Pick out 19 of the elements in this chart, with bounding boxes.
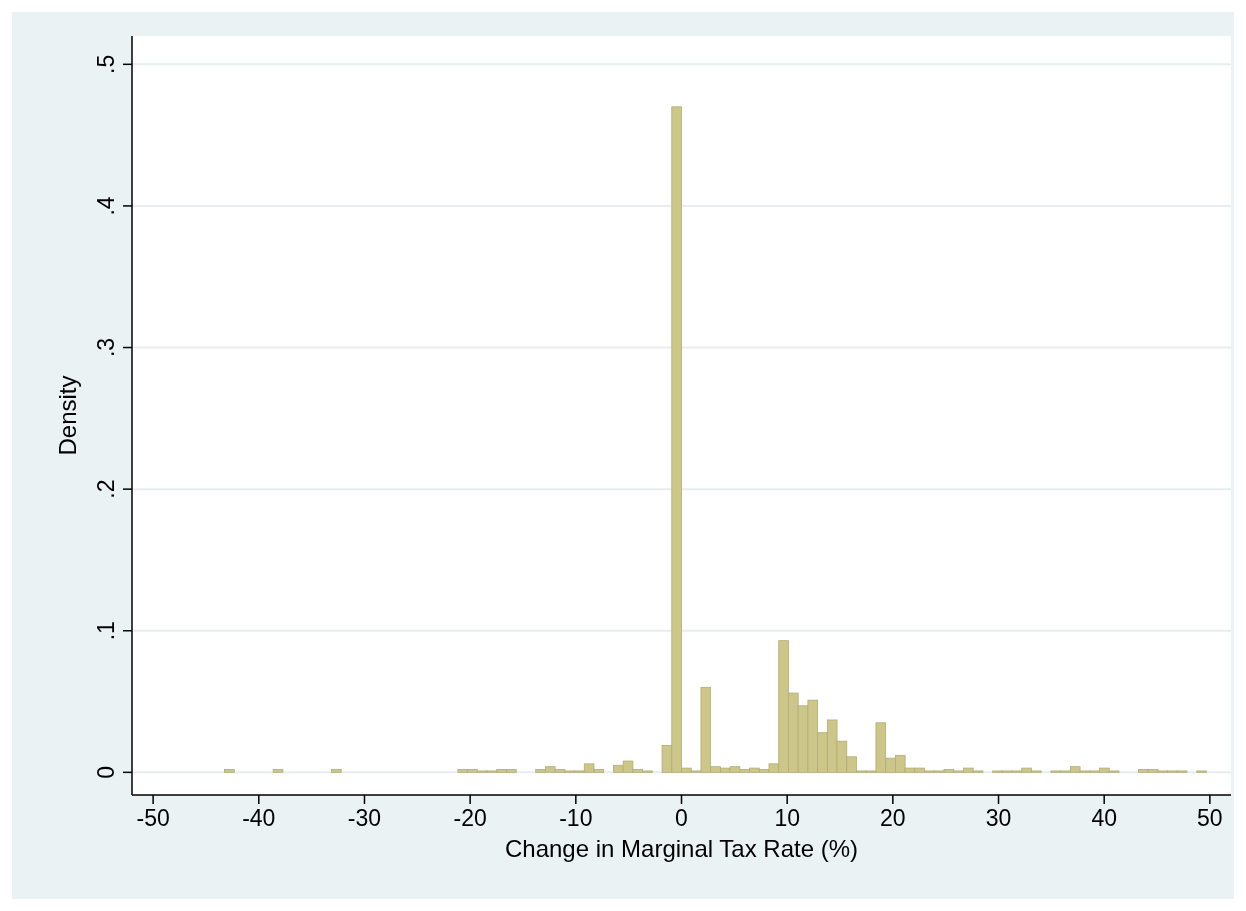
x-tick-label: -10 xyxy=(559,805,593,831)
y-axis-title: Density xyxy=(54,375,81,456)
x-tick-label: 20 xyxy=(880,805,906,831)
x-tick-label: -50 xyxy=(136,805,170,831)
y-tick-label: .2 xyxy=(93,479,119,499)
x-tick-label: -30 xyxy=(347,805,382,831)
y-tick-label: .4 xyxy=(93,196,119,216)
x-tick-label: -20 xyxy=(453,805,487,831)
y-tick-label: .3 xyxy=(93,337,119,358)
y-tick-label: .1 xyxy=(93,621,119,641)
x-tick-label: 50 xyxy=(1197,805,1223,831)
x-tick-label: -40 xyxy=(242,805,276,831)
x-tick-label: 30 xyxy=(985,805,1012,831)
y-tick-label: .5 xyxy=(93,54,119,74)
x-axis-title: Change in Marginal Tax Rate (%) xyxy=(504,835,859,862)
y-tick-label: 0 xyxy=(93,765,119,779)
x-tick-label: 0 xyxy=(675,805,688,831)
x-tick-label: 40 xyxy=(1091,805,1117,831)
x-tick-label: 10 xyxy=(774,805,800,831)
